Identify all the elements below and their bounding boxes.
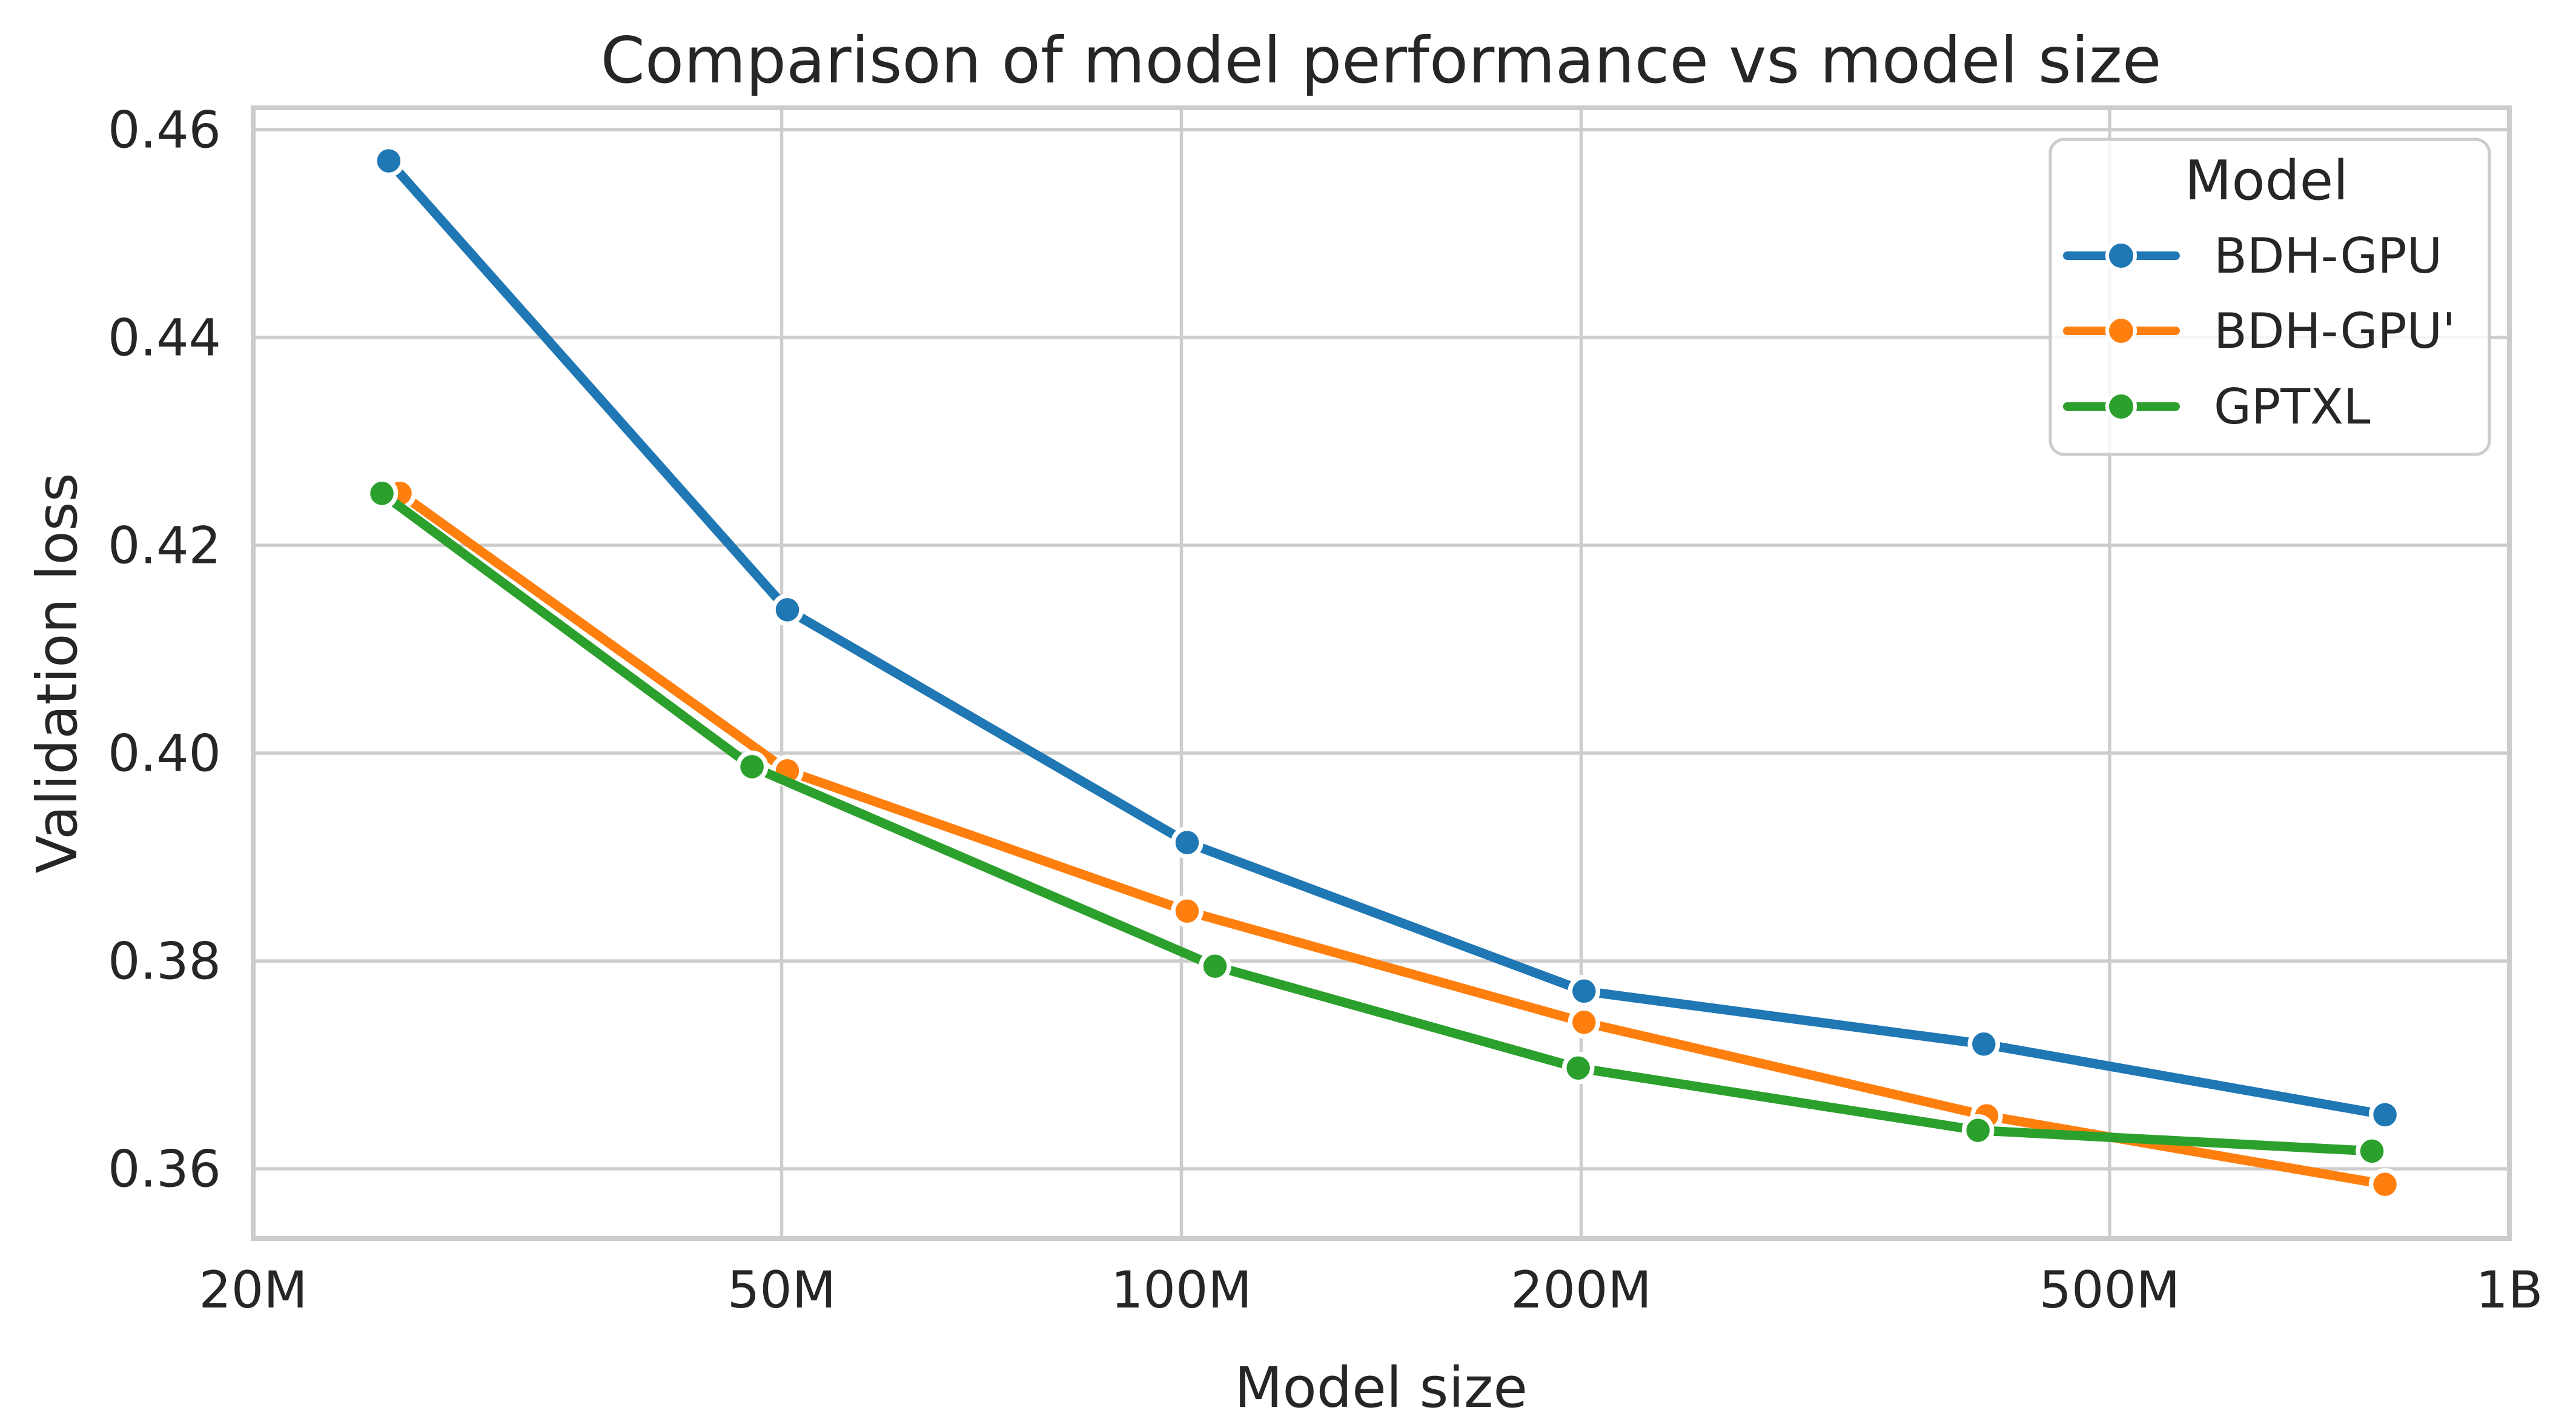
- data-point-marker: [2368, 1168, 2402, 1201]
- data-series-layer: [365, 144, 2402, 1201]
- x-tick-label: 200M: [1511, 1260, 1652, 1320]
- x-tick-label: 50M: [727, 1260, 836, 1320]
- x-tick-label: 100M: [1111, 1260, 1252, 1320]
- series-line: [395, 488, 2390, 1189]
- legend-entry-BDH-GPU': BDH-GPU': [2063, 303, 2455, 359]
- x-tick-label: 20M: [199, 1260, 307, 1320]
- legend-entry-GPTXL: GPTXL: [2063, 379, 2371, 435]
- legend-entry-label: BDH-GPU: [2214, 228, 2442, 284]
- series-BDH-GPU': [383, 477, 2402, 1201]
- legend-swatch-marker: [2105, 240, 2137, 271]
- series-line: [384, 156, 2390, 1120]
- data-point-marker: [2356, 1135, 2388, 1168]
- x-tick-label: 500M: [2039, 1260, 2180, 1320]
- data-point-marker: [1561, 1051, 1595, 1085]
- legend: Model BDH-GPU BDH-GPU' GPTXL: [2048, 138, 2491, 456]
- legend-swatch-marker: [2105, 391, 2137, 422]
- y-axis-label: Validation loss: [25, 473, 90, 873]
- data-point-marker: [1171, 895, 1204, 928]
- legend-entries: BDH-GPU BDH-GPU' GPTXL: [2063, 228, 2455, 435]
- legend-title: Model: [2185, 149, 2348, 213]
- legend-entry-BDH-GPU: BDH-GPU: [2063, 228, 2442, 284]
- data-point-marker: [372, 144, 405, 178]
- y-tick-label: 0.42: [108, 516, 221, 575]
- data-point-marker: [735, 750, 769, 783]
- series-line: [377, 488, 2377, 1156]
- y-tick-label: 0.36: [108, 1139, 221, 1198]
- data-point-marker: [365, 477, 399, 510]
- data-point-marker: [2368, 1098, 2402, 1131]
- data-point-marker: [1568, 975, 1601, 1008]
- chart-title: Comparison of model performance vs model…: [601, 24, 2162, 98]
- data-point-marker: [771, 593, 804, 626]
- x-tick-label: 1B: [2475, 1260, 2543, 1320]
- legend-entry-label: BDH-GPU': [2214, 303, 2455, 359]
- data-point-marker: [1171, 826, 1204, 859]
- data-point-marker: [1199, 949, 1231, 983]
- legend-swatch-marker: [2105, 315, 2137, 347]
- plot-border: [251, 105, 2512, 1241]
- legend-entry-label: GPTXL: [2214, 379, 2371, 435]
- data-point-marker: [1961, 1114, 1995, 1147]
- legend-frame: [2048, 138, 2491, 456]
- tick-labels: 0.46 0.44 0.42 0.40 0.38 0.36 20M 50M 100M 200M 50…: [108, 100, 2543, 1320]
- series-BDH-GPU: [372, 144, 2402, 1131]
- y-tick-label: 0.44: [108, 308, 221, 367]
- y-tick-label: 0.38: [108, 931, 221, 991]
- x-axis-label: Model size: [1234, 1355, 1528, 1420]
- y-tick-label: 0.40: [108, 723, 221, 783]
- data-point-marker: [1967, 1028, 2001, 1061]
- data-point-marker: [1568, 1006, 1601, 1039]
- y-tick-label: 0.46: [108, 100, 221, 159]
- series-GPTXL: [365, 477, 2388, 1168]
